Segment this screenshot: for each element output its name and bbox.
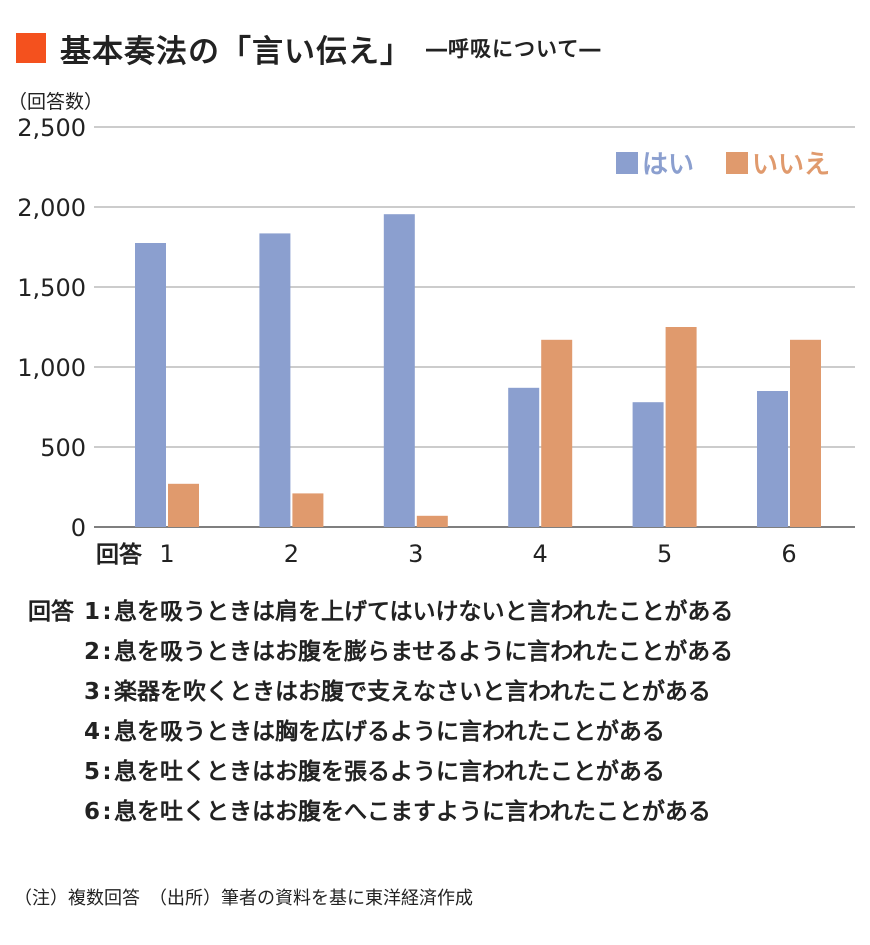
answer-colon: : — [102, 799, 112, 825]
answer-number: 2 — [83, 639, 100, 665]
answer-colon: : — [102, 639, 112, 665]
legend-label-no: いいえ — [751, 150, 830, 180]
answer-text: 息を吸うときはお腹を膨らませるように言われたことがある — [114, 639, 734, 665]
source-note: （注）複数回答 （出所）筆者の資料を基に東洋経済作成 — [14, 888, 473, 909]
bar-yes-4 — [508, 387, 540, 527]
y-tick-label: 1,500 — [17, 274, 86, 302]
x-axis-prefix: 回答 — [96, 541, 143, 568]
bar-yes-1 — [135, 243, 166, 527]
answer-number: 1 — [83, 599, 100, 625]
bar-no-1 — [168, 483, 199, 527]
chart-title: 基本奏法の「言い伝え」 — [60, 33, 412, 70]
answer-colon: : — [102, 719, 112, 745]
answer-colon: : — [102, 599, 112, 625]
bar-yes-6 — [757, 391, 788, 527]
x-tick-label: 5 — [657, 540, 672, 568]
x-tick-label: 1 — [159, 540, 174, 568]
bar-no-3 — [416, 515, 448, 527]
answer-row: 6 : 息を吐くときはお腹をへこますように言われたことがある — [28, 792, 733, 832]
legend-swatch-yes — [615, 151, 638, 174]
answer-colon: : — [102, 679, 112, 705]
x-tick-label: 6 — [781, 540, 796, 568]
bar-no-5 — [665, 327, 697, 527]
chart-subtitle: ―呼吸について― — [426, 37, 602, 61]
y-tick-labels: 0 500 1,000 1,500 2,000 2,500 — [17, 114, 86, 542]
x-tick-labels: 1 2 3 4 5 6 — [159, 540, 796, 568]
bar-chart: （回答数） 0 500 1,000 1,500 2,000 2,500 1 2 3 4 5 6 回答 — [8, 91, 855, 568]
answer-text: 息を吐くときはお腹をへこますように言われたことがある — [114, 799, 711, 825]
answer-text: 息を吐くときはお腹を張るように言われたことがある — [114, 759, 665, 785]
legend-label-yes: はい — [641, 150, 694, 180]
y-tick-label: 1,000 — [17, 354, 86, 382]
answer-number: 4 — [83, 719, 100, 745]
legend-swatch-no — [725, 151, 748, 174]
answer-row: 4 : 息を吸うときは胸を広げるように言われたことがある — [28, 712, 733, 752]
legend-item-no: いいえ — [725, 144, 830, 181]
answer-list: 回答 1 : 息を吸うときは肩を上げてはいけないと言われたことがある 2 : 息… — [28, 592, 733, 832]
answer-number: 5 — [83, 759, 100, 785]
bar-no-2 — [292, 493, 324, 527]
title-accent-square — [16, 33, 46, 63]
legend-item-yes: はい — [615, 144, 694, 181]
y-axis-label: （回答数） — [8, 91, 103, 113]
x-tick-label: 3 — [408, 540, 423, 568]
bar-no-6 — [790, 339, 821, 527]
answer-row: 2 : 息を吸うときはお腹を膨らませるように言われたことがある — [28, 632, 733, 672]
y-tick-label: 2,500 — [17, 114, 86, 142]
answer-colon: : — [102, 759, 112, 785]
title-row: 基本奏法の「言い伝え」 ―呼吸について― — [16, 26, 601, 70]
gridlines — [94, 126, 855, 528]
answer-row: 回答 1 : 息を吸うときは肩を上げてはいけないと言われたことがある — [28, 592, 733, 632]
answer-number: 6 — [83, 799, 100, 825]
answer-row: 3 : 楽器を吹くときはお腹で支えなさいと言われたことがある — [28, 672, 733, 712]
x-tick-label: 4 — [533, 540, 548, 568]
y-tick-label: 2,000 — [17, 194, 86, 222]
bar-no-4 — [541, 339, 573, 527]
bar-yes-5 — [632, 402, 664, 527]
bar-yes-2 — [259, 233, 291, 527]
answer-number: 3 — [83, 679, 100, 705]
answer-text: 楽器を吹くときはお腹で支えなさいと言われたことがある — [114, 679, 711, 705]
answer-prefix: 回答 — [28, 599, 74, 625]
bars — [135, 214, 821, 527]
bar-yes-3 — [383, 214, 415, 527]
y-tick-label: 500 — [40, 434, 86, 462]
answer-row: 5 : 息を吐くときはお腹を張るように言われたことがある — [28, 752, 733, 792]
answer-text: 息を吸うときは胸を広げるように言われたことがある — [114, 719, 665, 745]
answer-text: 息を吸うときは肩を上げてはいけないと言われたことがある — [114, 599, 734, 625]
x-tick-label: 2 — [284, 540, 299, 568]
y-tick-label: 0 — [71, 514, 86, 542]
legend: はい いいえ — [584, 144, 830, 181]
